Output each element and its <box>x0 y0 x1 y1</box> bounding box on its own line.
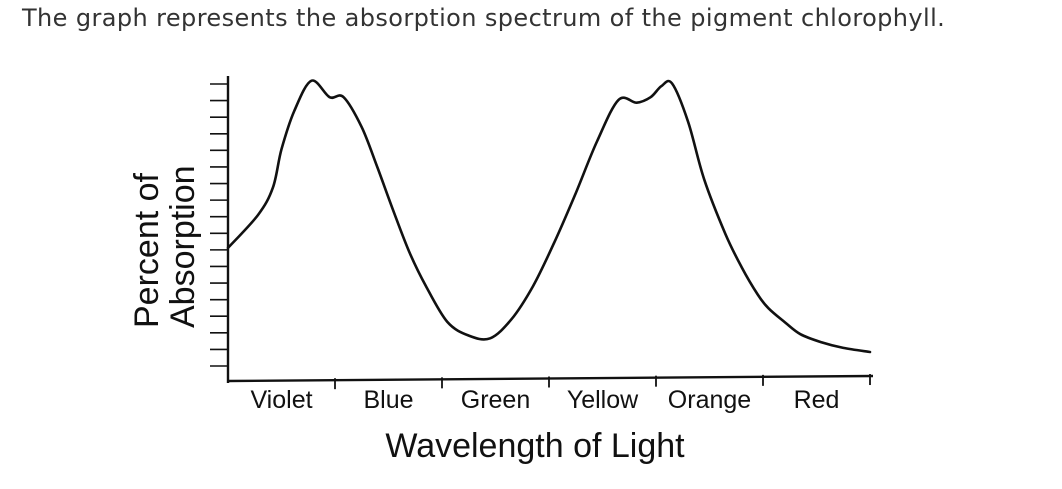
y-axis-title-line-2: Absorption <box>164 165 202 328</box>
x-category-label-yellow: Yellow <box>567 386 639 414</box>
x-axis-ticks <box>334 374 871 390</box>
x-category-labels: Violet Blue Green Yellow Orange Red <box>250 386 839 414</box>
x-category-label-violet: Violet <box>250 386 312 414</box>
y-axis-title-line-1: Percent of <box>128 172 166 328</box>
x-category-label-orange: Orange <box>668 386 751 414</box>
x-axis-title: Wavelength of Light <box>385 427 685 465</box>
x-category-label-red: Red <box>794 386 840 414</box>
x-axis-line <box>227 374 874 383</box>
x-category-label-blue: Blue <box>363 386 413 414</box>
x-category-label-green: Green <box>461 386 530 414</box>
absorption-curve <box>226 79 872 354</box>
y-axis-ticks <box>210 83 228 367</box>
question-caption: The graph represents the absorption spec… <box>22 4 946 32</box>
